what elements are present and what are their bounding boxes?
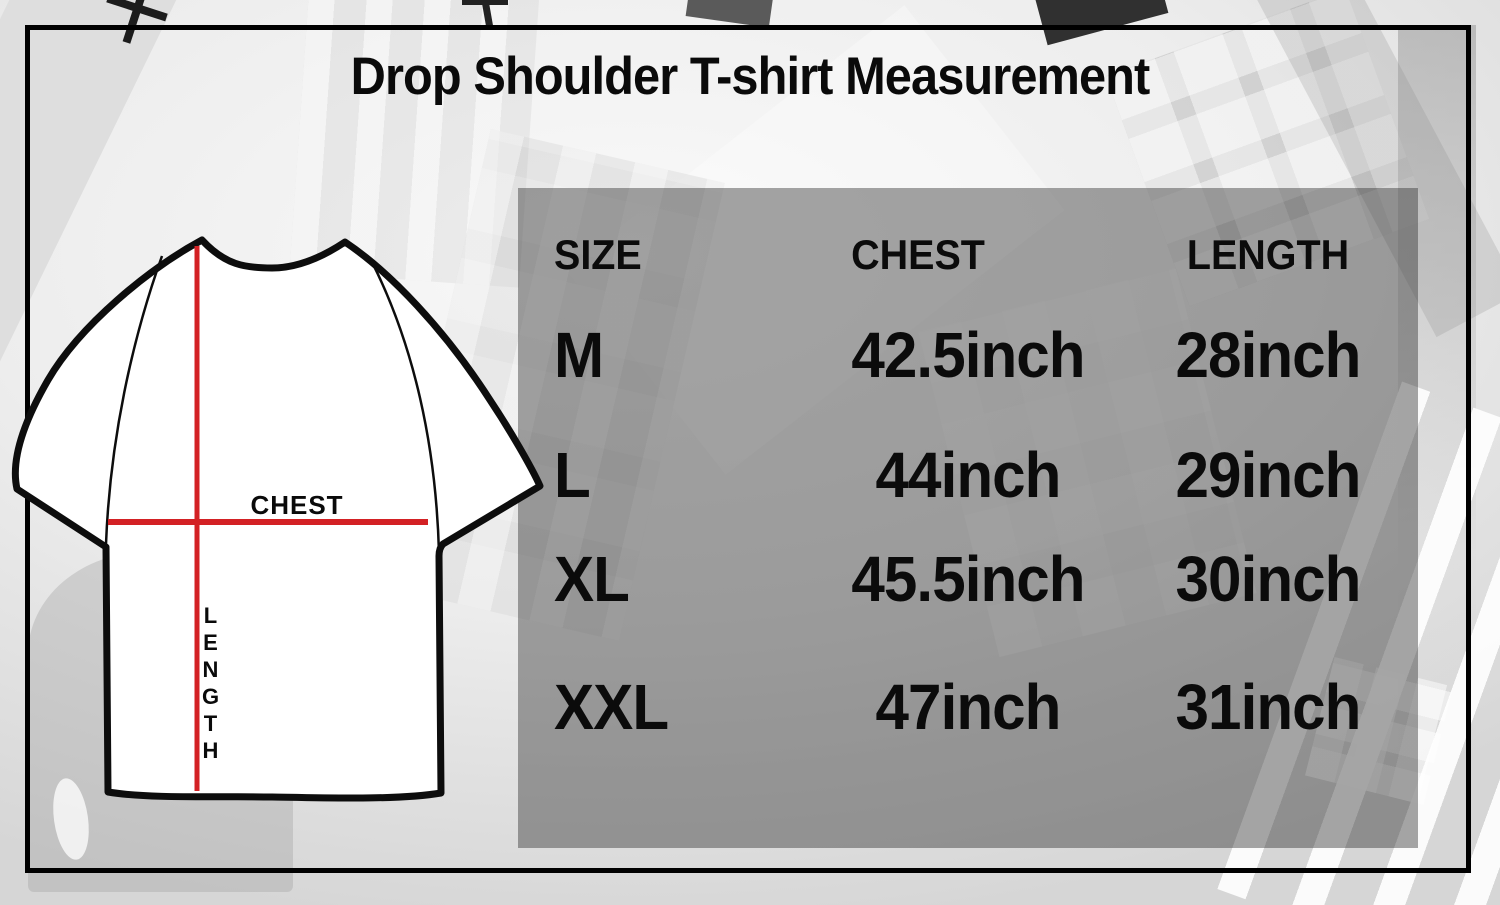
length-value: 29inch [1175,439,1362,511]
measurement-table: SIZE CHEST LENGTH M 42.5inch 28inch L 44… [518,188,1418,848]
column-header-size: SIZE [554,231,642,278]
length-value: 31inch [1175,671,1362,743]
bg-rooftop-shape [685,0,775,28]
size-value: M [554,319,604,391]
column-header-length: LENGTH [1186,231,1350,278]
table-row-m: M 42.5inch 28inch [518,323,1418,403]
size-value: L [554,439,591,511]
table-header-row: SIZE CHEST LENGTH [518,234,1418,314]
tshirt-illustration [11,236,544,802]
chest-value: 45.5inch [851,543,1085,615]
length-value: 28inch [1175,319,1362,391]
right-sleeve-seam [369,259,441,554]
length-value: 30inch [1175,543,1362,615]
bg-antenna-icon [462,0,508,5]
size-value: XL [554,543,630,615]
size-value: XXL [554,671,669,743]
length-measurement-label: LENGTH [198,603,223,765]
table-row-xxl: XXL 47inch 31inch [518,675,1418,755]
chest-value: 47inch [875,671,1062,743]
page-title: Drop Shoulder T-shirt Measurement [350,47,1151,106]
left-sleeve-seam [104,255,164,545]
chest-measurement-label: CHEST [250,490,344,520]
table-row-l: L 44inch 29inch [518,443,1418,523]
chest-value: 44inch [875,439,1062,511]
table-row-xl: XL 45.5inch 30inch [518,547,1418,627]
column-header-chest: CHEST [851,231,985,278]
chest-value: 42.5inch [851,319,1085,391]
